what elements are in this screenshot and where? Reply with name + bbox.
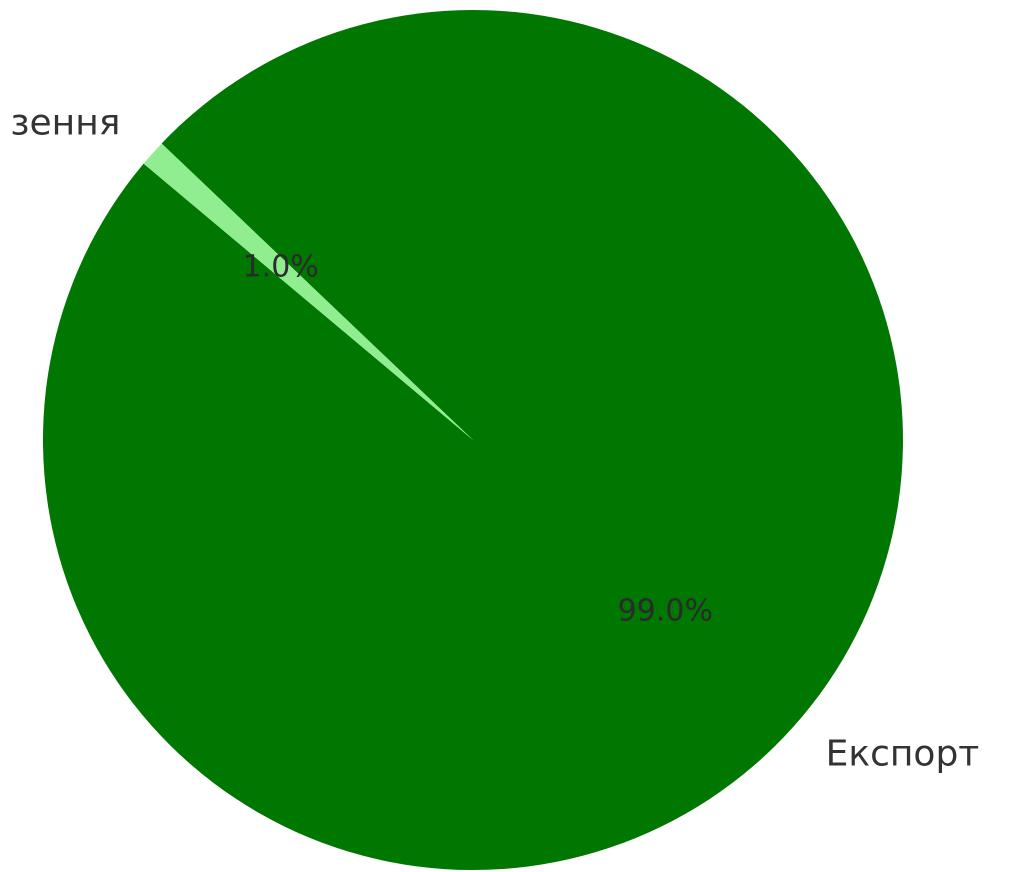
pie-slices xyxy=(42,10,903,871)
pie-slice-1 xyxy=(42,10,903,871)
pie-category-label-2: зення xyxy=(10,103,120,144)
pie-pct-label-2: 1.0% xyxy=(243,250,319,285)
pie-slice-2 xyxy=(143,143,473,440)
pie-pct-label-1: 99.0% xyxy=(618,594,713,629)
pie-category-label-1: Експорт xyxy=(826,733,980,774)
pie-labels: 99.0% Експорт 1.0% зення xyxy=(10,103,979,775)
